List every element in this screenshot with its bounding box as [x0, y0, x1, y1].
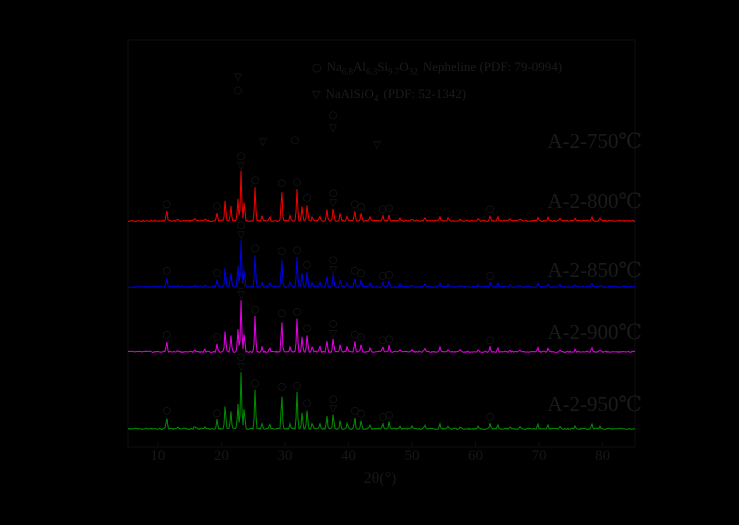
peak-circle-marker: ○: [293, 307, 302, 318]
peak-circle-marker: ○: [378, 270, 387, 281]
peak-circle-marker: ○: [162, 199, 171, 210]
series-label: A-2-750℃: [547, 129, 642, 153]
x-tick-label: 60: [468, 448, 483, 464]
x-tick-label: 20: [214, 448, 229, 464]
peak-circle-marker: ○: [237, 151, 246, 162]
legend-item-nepheline: ○ Na6.8Al6.3Si9.7O32 Nepheline (PDF: 79-09…: [312, 56, 562, 83]
peak-circle-marker: ○: [486, 204, 495, 215]
x-tick-label: 30: [277, 448, 292, 464]
peak-circle-marker: ○: [385, 269, 394, 280]
peak-circle-marker: ○: [303, 193, 312, 204]
legend-item-naalsio4: ▽ NaAlSiO4 (PDF: 52-1342): [312, 83, 562, 110]
series-label: A-2-900℃: [547, 320, 642, 344]
plot-frame: [127, 39, 636, 448]
legend-ref-nepheline: Nepheline (PDF: 79-0994): [422, 59, 563, 74]
peak-triangle-marker: ▽: [237, 230, 245, 241]
peak-circle-marker: ○: [234, 85, 243, 96]
peak-circle-marker: ○: [486, 335, 495, 346]
peak-circle-marker: ○: [293, 245, 302, 256]
peak-circle-marker: ○: [357, 268, 366, 279]
peak-circle-marker: ○: [350, 330, 359, 341]
peak-triangle-marker: ▽: [373, 140, 381, 151]
peak-triangle-marker: ▽: [329, 328, 337, 339]
peak-circle-marker: ○: [303, 259, 312, 270]
peak-triangle-marker: ▽: [237, 161, 245, 172]
peak-circle-marker: ○: [237, 280, 246, 291]
peak-circle-marker: ○: [378, 335, 387, 346]
peak-circle-marker: ○: [385, 334, 394, 345]
peak-circle-marker: ○: [350, 406, 359, 417]
peak-circle-marker: ○: [291, 135, 300, 146]
peak-circle-marker: ○: [385, 203, 394, 214]
x-axis-label: 2θ(°): [364, 470, 397, 487]
peak-circle-marker: ○: [213, 201, 222, 212]
peak-circle-marker: ○: [329, 255, 338, 266]
peak-circle-marker: ○: [303, 323, 312, 334]
peak-circle-marker: ○: [277, 308, 286, 319]
peak-circle-marker: ○: [329, 318, 338, 329]
peak-circle-marker: ○: [378, 411, 387, 422]
x-tick-label: 70: [532, 448, 547, 464]
peak-circle-marker: ○: [251, 305, 260, 316]
peak-circle-marker: ○: [357, 332, 366, 343]
peak-triangle-marker: ▽: [237, 290, 245, 301]
peak-circle-marker: ○: [486, 411, 495, 422]
peak-circle-marker: ○: [277, 246, 286, 257]
legend-formula-naalsio4: NaAlSiO4: [325, 85, 379, 104]
series-label: A-2-950℃: [547, 392, 642, 416]
peak-circle-marker: ○: [237, 220, 246, 231]
peak-circle-marker: ○: [251, 175, 260, 186]
peak-circle-marker: ○: [162, 266, 171, 277]
peak-triangle-marker: ▽: [237, 362, 245, 373]
legend-formula-nepheline: Na6.8Al6.3Si9.7O32: [326, 59, 418, 77]
peak-circle-marker: ○: [237, 352, 246, 363]
peak-triangle-marker: ▽: [329, 198, 337, 209]
peak-circle-marker: ○: [350, 199, 359, 210]
peak-circle-marker: ○: [329, 394, 338, 405]
triangle-marker-icon: ▽: [312, 87, 321, 101]
xrd-trace-1: [127, 95, 636, 157]
xrd-trace-2: [127, 170, 636, 223]
peak-circle-marker: ○: [385, 410, 394, 421]
peak-circle-marker: ○: [251, 378, 260, 389]
xrd-trace-4: [128, 300, 636, 354]
peak-triangle-marker: ▽: [234, 72, 242, 83]
peak-circle-marker: ○: [213, 267, 222, 278]
peak-circle-marker: ○: [329, 110, 338, 121]
peak-triangle-marker: ▽: [329, 265, 337, 276]
xrd-trace-5: [127, 372, 636, 431]
peak-circle-marker: ○: [378, 204, 387, 215]
peak-triangle-marker: ▽: [329, 404, 337, 415]
legend-ref-naalsio4: (PDF: 52-1342): [383, 85, 467, 101]
xrd-trace-3: [127, 240, 635, 289]
peak-circle-marker: ○: [213, 332, 222, 343]
series-label: A-2-800℃: [547, 189, 642, 213]
peak-circle-marker: ○: [277, 382, 286, 393]
x-tick-label: 10: [150, 448, 165, 464]
peak-circle-marker: ○: [213, 408, 222, 419]
peak-circle-marker: ○: [357, 202, 366, 213]
x-tick-label: 50: [404, 448, 419, 464]
series-label: A-2-850℃: [547, 258, 642, 282]
peak-circle-marker: ○: [303, 398, 312, 409]
peak-circle-marker: ○: [293, 381, 302, 392]
circle-marker-icon: ○: [312, 61, 322, 74]
peak-circle-marker: ○: [350, 266, 359, 277]
peak-circle-marker: ○: [329, 188, 338, 199]
peak-circle-marker: ○: [357, 408, 366, 419]
phase-legend: ○ Na6.8Al6.3Si9.7O32 Nepheline (PDF: 79-09…: [312, 56, 562, 109]
peak-triangle-marker: ▽: [329, 123, 337, 134]
peak-triangle-marker: ▽: [259, 137, 267, 148]
x-tick-label: 40: [341, 448, 356, 464]
x-tick-label: 80: [595, 448, 610, 464]
peak-circle-marker: ○: [251, 243, 260, 254]
peak-circle-marker: ○: [277, 178, 286, 189]
peak-circle-marker: ○: [162, 330, 171, 341]
peak-circle-marker: ○: [293, 177, 302, 188]
peak-circle-marker: ○: [486, 270, 495, 281]
peak-circle-marker: ○: [162, 406, 171, 417]
